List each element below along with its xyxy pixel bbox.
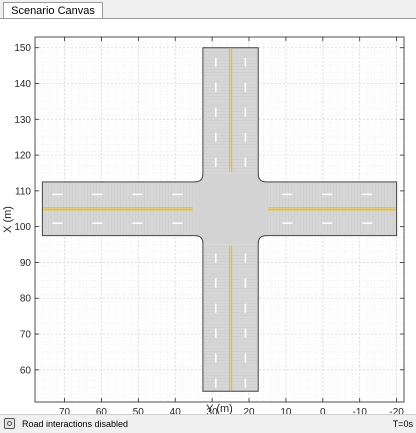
plot-frame — [34, 36, 405, 403]
x-tick-label: 20 — [243, 407, 255, 414]
x-tick-label: 60 — [96, 407, 108, 414]
x-axis-label: Y (m) — [206, 403, 233, 414]
axes: 70 60 50 40 30 20 10 0 -10 -201501401301201101009… — [2, 36, 405, 414]
y-axis-label: X (m) — [2, 206, 14, 233]
x-tick-label: -10 — [352, 407, 367, 414]
y-tick-label: 130 — [14, 115, 31, 126]
y-tick-label: 150 — [14, 43, 31, 54]
status-message: Road interactions disabled — [22, 419, 129, 429]
y-tick-label: 110 — [15, 186, 31, 197]
intersection-corner — [257, 173, 267, 183]
roads[interactable] — [41, 47, 398, 392]
y-tick-label: 120 — [14, 151, 31, 162]
simulation-time: T=0s — [392, 419, 413, 429]
x-tick-label: 40 — [170, 407, 182, 414]
y-tick-label: 90 — [20, 258, 32, 269]
scenario-canvas[interactable]: 70 60 50 40 30 20 10 0 -10 -201501401301201101009… — [0, 18, 416, 414]
y-tick-label: 140 — [14, 79, 31, 90]
tab-scenario-canvas[interactable]: Scenario Canvas — [3, 2, 103, 19]
intersection-corner — [194, 173, 204, 183]
y-tick-label: 70 — [20, 330, 32, 341]
intersection-corner — [194, 235, 204, 244]
y-tick-label: 80 — [20, 294, 32, 305]
y-tick-label: 60 — [20, 365, 32, 376]
x-tick-label: 10 — [280, 407, 292, 414]
x-tick-label: 70 — [59, 407, 71, 414]
x-tick-label: 30 — [207, 407, 219, 414]
tab-bar: Scenario Canvas — [0, 0, 416, 20]
x-tick-label: 50 — [133, 407, 145, 414]
intersection[interactable] — [194, 173, 267, 244]
intersection-corner — [257, 235, 267, 244]
x-tick-label: -20 — [389, 407, 404, 414]
x-tick-label: 0 — [320, 407, 326, 414]
status-bar: Road interactions disabled T=0s — [0, 414, 416, 433]
y-tick-label: 100 — [14, 222, 31, 233]
road-interaction-icon[interactable] — [4, 418, 15, 429]
